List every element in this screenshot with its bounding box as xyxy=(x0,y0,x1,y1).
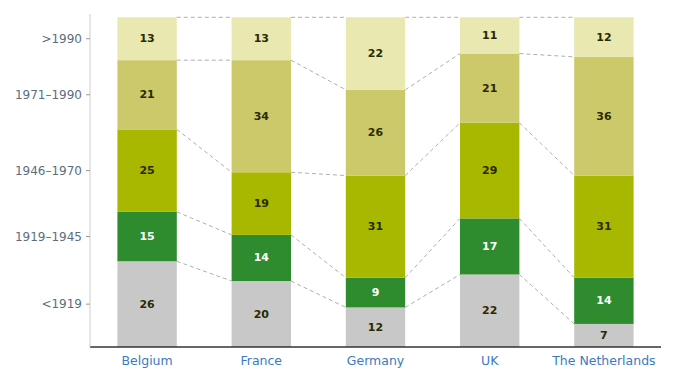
connector-line xyxy=(177,212,232,235)
bar-segment xyxy=(232,281,291,347)
y-tick-label: >1990 xyxy=(41,32,82,46)
data-label: 31 xyxy=(368,220,383,233)
bar-segment xyxy=(574,57,633,176)
x-tick-label: Belgium xyxy=(121,353,172,368)
data-labels: 26 20 12 22 7 15 14 9 17 14 25 19 31 29 31 21 34 26 21 36 13… xyxy=(139,29,611,342)
data-label: 21 xyxy=(482,82,497,95)
x-tick-label: France xyxy=(241,353,283,368)
y-axis-line xyxy=(90,14,91,347)
connector-line xyxy=(519,274,574,323)
y-tick xyxy=(86,38,90,39)
plot-area xyxy=(117,17,633,347)
bar-segment xyxy=(117,129,176,211)
y-tick-label: 1946–1970 xyxy=(15,164,82,178)
connector-line xyxy=(405,123,460,176)
data-label: 13 xyxy=(139,32,154,45)
connector-line xyxy=(177,60,232,61)
data-label: 26 xyxy=(368,126,384,139)
data-label: 34 xyxy=(254,110,270,123)
connector-line xyxy=(405,17,460,18)
connector-line xyxy=(291,60,346,90)
connector-line xyxy=(519,17,574,18)
data-label: 19 xyxy=(254,197,269,210)
connector-line xyxy=(519,123,574,176)
data-label: 9 xyxy=(372,286,380,299)
y-tick-label: 1971–1990 xyxy=(15,88,82,102)
bar-segment xyxy=(574,176,633,278)
bar-segment xyxy=(346,176,405,278)
connector-line xyxy=(405,274,460,307)
y-tick xyxy=(86,304,90,305)
bar-segment xyxy=(232,172,291,235)
data-label: 29 xyxy=(482,164,497,177)
bar-segment xyxy=(574,278,633,324)
bar-segment xyxy=(346,17,405,90)
connector-line xyxy=(291,17,346,18)
data-label: 31 xyxy=(596,220,611,233)
data-label: 22 xyxy=(368,47,383,60)
data-label: 26 xyxy=(139,298,155,311)
bar-segment xyxy=(574,17,633,57)
connector-line xyxy=(177,17,232,18)
y-tick-label: 1919–1945 xyxy=(15,230,82,244)
x-tick-label: Germany xyxy=(347,353,405,368)
data-label: 7 xyxy=(600,329,608,342)
bar-segment xyxy=(460,274,519,347)
connector-line xyxy=(405,54,460,90)
connector-line xyxy=(291,172,346,175)
data-label: 36 xyxy=(596,110,612,123)
y-tick xyxy=(86,236,90,237)
bar-segment xyxy=(117,212,176,261)
bar-segment xyxy=(460,17,519,53)
data-label: 11 xyxy=(482,29,497,42)
bar-segment xyxy=(232,17,291,60)
y-tick xyxy=(86,170,90,171)
connector-line xyxy=(405,218,460,277)
bar-segment xyxy=(460,54,519,123)
data-label: 21 xyxy=(139,88,154,101)
y-tick xyxy=(86,94,90,95)
data-label: 13 xyxy=(254,32,269,45)
x-axis-line xyxy=(90,346,661,348)
connector-line xyxy=(291,235,346,278)
data-label: 17 xyxy=(482,240,497,253)
x-tick-label: UK xyxy=(481,353,499,368)
data-label: 12 xyxy=(596,31,611,44)
bar-segment xyxy=(346,278,405,308)
data-label: 15 xyxy=(139,230,154,243)
connector-line xyxy=(519,54,574,57)
bar-segment xyxy=(346,90,405,176)
bar-segment xyxy=(117,17,176,60)
bar-segment xyxy=(117,261,176,347)
data-label: 20 xyxy=(254,308,270,321)
bar-segment xyxy=(232,235,291,281)
bar-segment xyxy=(460,123,519,219)
connector-line xyxy=(177,129,232,172)
y-tick-label: <1919 xyxy=(41,297,82,311)
data-label: 14 xyxy=(254,251,270,264)
x-tick-label: The Netherlands xyxy=(551,353,655,368)
chart: 26 20 12 22 7 15 14 9 17 14 25 19 31 29 31 21 34 26 21 36 13… xyxy=(0,0,677,381)
connector-line xyxy=(291,281,346,307)
data-label: 22 xyxy=(482,304,497,317)
data-label: 12 xyxy=(368,321,383,334)
bar-segment xyxy=(117,60,176,129)
bar-segment xyxy=(460,218,519,274)
bar-segment xyxy=(574,324,633,347)
bar-segment xyxy=(232,60,291,172)
connector-line xyxy=(177,261,232,281)
bar-segment xyxy=(346,307,405,347)
data-label: 14 xyxy=(596,294,612,307)
connector-line xyxy=(519,218,574,277)
data-label: 25 xyxy=(139,164,154,177)
chart-container: 26 20 12 22 7 15 14 9 17 14 25 19 31 29 31 21 34 26 21 36 13… xyxy=(0,0,677,381)
